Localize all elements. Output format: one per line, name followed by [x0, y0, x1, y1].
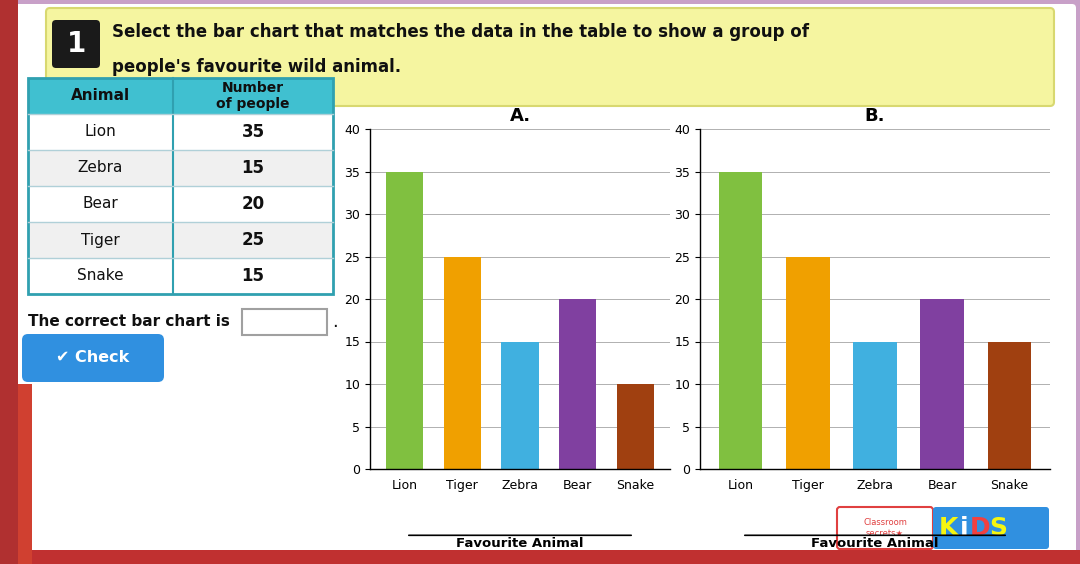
- Text: ✔ Check: ✔ Check: [56, 350, 130, 365]
- Text: Animal: Animal: [71, 89, 130, 104]
- Text: Snake: Snake: [77, 268, 124, 284]
- FancyBboxPatch shape: [933, 507, 1049, 549]
- Bar: [28, 114, 333, 150]
- FancyBboxPatch shape: [837, 507, 933, 549]
- Text: Select the bar chart that matches the data in the table to show a group of: Select the bar chart that matches the da…: [112, 23, 809, 41]
- Bar: [0, 550, 1080, 564]
- Text: 15: 15: [242, 267, 265, 285]
- Text: 1: 1: [66, 30, 85, 58]
- Bar: [920, 299, 964, 469]
- Text: 35: 35: [242, 123, 265, 141]
- Text: Tiger: Tiger: [81, 232, 120, 248]
- Bar: [988, 341, 1031, 469]
- Text: .: .: [332, 313, 338, 331]
- Bar: [853, 341, 896, 469]
- Text: Lion: Lion: [84, 125, 117, 139]
- Bar: [28, 150, 333, 186]
- Text: people's favourite wild animal.: people's favourite wild animal.: [112, 58, 401, 76]
- FancyBboxPatch shape: [22, 334, 164, 382]
- Text: The correct bar chart is: The correct bar chart is: [28, 315, 230, 329]
- Bar: [501, 341, 539, 469]
- Text: 25: 25: [242, 231, 265, 249]
- Bar: [28, 258, 333, 294]
- Bar: [559, 299, 596, 469]
- Bar: [28, 78, 333, 114]
- FancyBboxPatch shape: [46, 8, 1054, 106]
- Text: Zebra: Zebra: [78, 161, 123, 175]
- Text: Favourite Animal: Favourite Animal: [456, 537, 584, 550]
- Bar: [0, 384, 32, 564]
- Text: D: D: [970, 516, 990, 540]
- Bar: [786, 257, 829, 469]
- Bar: [242, 309, 327, 335]
- FancyBboxPatch shape: [4, 4, 1076, 560]
- Text: Bear: Bear: [83, 196, 119, 212]
- Text: K: K: [939, 516, 958, 540]
- Text: Classroom
secrets★: Classroom secrets★: [863, 518, 907, 537]
- Bar: [444, 257, 481, 469]
- Text: Number
of people: Number of people: [216, 81, 289, 111]
- Text: S: S: [989, 516, 1007, 540]
- Text: i: i: [960, 516, 969, 540]
- Title: B.: B.: [865, 107, 886, 125]
- Title: A.: A.: [510, 107, 530, 125]
- Text: 20: 20: [242, 195, 265, 213]
- Text: Favourite Animal: Favourite Animal: [811, 537, 939, 550]
- Bar: [28, 222, 333, 258]
- Bar: [386, 171, 423, 469]
- FancyBboxPatch shape: [52, 20, 100, 68]
- Bar: [718, 171, 762, 469]
- Text: 15: 15: [242, 159, 265, 177]
- Bar: [28, 186, 333, 222]
- Bar: [28, 78, 333, 294]
- Bar: [617, 384, 654, 469]
- Bar: [0, 0, 18, 564]
